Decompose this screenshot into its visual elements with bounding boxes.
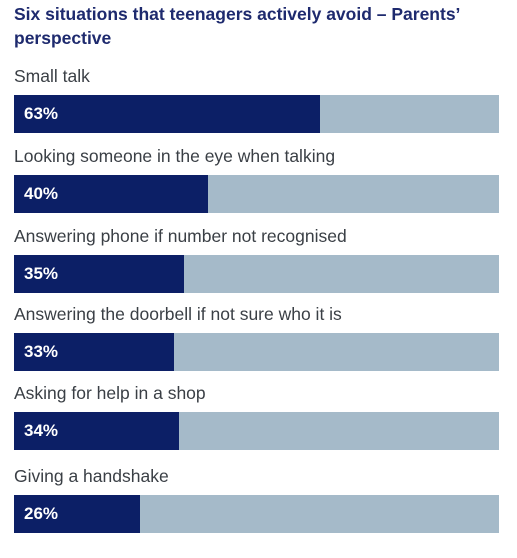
chart-title: Six situations that teenagers actively a… [14,4,460,48]
bar-track: 35% [14,255,499,293]
bar [14,175,208,213]
bar-row: Giving a handshake 26% [14,465,499,533]
bar-track: 26% [14,495,499,533]
bar [14,333,174,371]
bar [14,95,320,133]
value-label: 33% [24,342,59,361]
category-label: Answering the doorbell if not sure who i… [14,304,342,324]
bar-track: 63% [14,95,499,133]
category-label: Giving a handshake [14,466,169,486]
bar-row: Answering phone if number not recognised… [14,225,499,293]
value-label: 35% [24,264,59,283]
bar-track: 33% [14,333,499,371]
bar-row: Looking someone in the eye when talking 4… [14,145,499,213]
category-label: Small talk [14,66,90,86]
category-label: Answering phone if number not recognised [14,226,347,246]
bar-track: 34% [14,412,499,450]
bar-track: 40% [14,175,499,213]
bar-row: Answering the doorbell if not sure who i… [14,303,499,371]
bar-row: Small talk 63% [14,65,499,133]
category-label: Looking someone in the eye when talking [14,146,336,166]
value-label: 26% [24,504,59,523]
bar [14,412,179,450]
value-label: 63% [24,104,59,123]
bar-row: Asking for help in a shop 34% [14,382,499,450]
bar [14,255,184,293]
category-label: Asking for help in a shop [14,383,206,403]
bar [14,495,140,533]
value-label: 34% [24,421,59,440]
value-label: 40% [24,184,59,203]
